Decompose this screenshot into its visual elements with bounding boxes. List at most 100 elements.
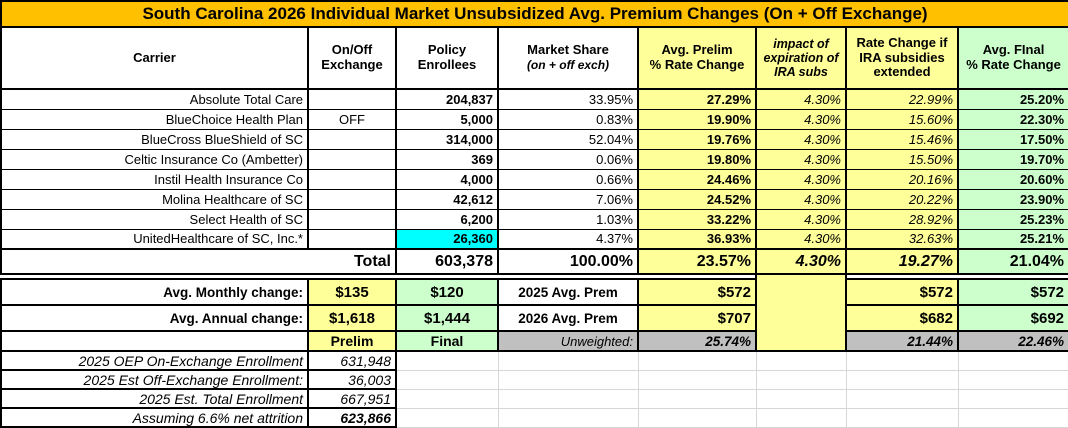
enrollees-cell: 204,837 xyxy=(395,88,499,110)
avg-annual-change-row: Avg. Annual change: $1,618 $1,444 2026 A… xyxy=(0,304,1068,332)
market-share-cell: 0.83% xyxy=(497,108,639,130)
carrier-cell: BlueChoice Health Plan xyxy=(0,108,309,130)
prem-2026-label: 2026 Avg. Prem xyxy=(497,304,639,332)
carrier-cell: BlueCross BlueShield of SC xyxy=(0,128,309,150)
page-title: South Carolina 2026 Individual Market Un… xyxy=(0,0,1068,28)
market-share-cell: 1.03% xyxy=(497,208,639,230)
rate-if-extended-cell: 15.46% xyxy=(845,128,959,150)
ira-impact-cell: 4.30% xyxy=(755,108,847,130)
carrier-cell: Instil Health Insurance Co xyxy=(0,168,309,190)
prem-2025-final: $572 xyxy=(956,278,1068,306)
ira-impact-cell: 4.30% xyxy=(755,208,847,230)
enrollees-cell: 4,000 xyxy=(395,168,499,190)
annual-final-amount: $1,444 xyxy=(395,304,499,332)
prelim-change-cell: 24.46% xyxy=(637,168,757,190)
empty-cell xyxy=(0,330,309,352)
final-change-cell: 25.20% xyxy=(956,88,1068,110)
carrier-cell: Celtic Insurance Co (Ambetter) xyxy=(0,148,309,170)
ira-impact-cell: 4.30% xyxy=(755,128,847,150)
empty-grid-cell xyxy=(637,407,757,428)
carrier-cell: UnitedHealthcare of SC, Inc.* xyxy=(0,228,309,250)
prelim-change-cell: 19.76% xyxy=(637,128,757,150)
rate-if-extended-cell: 20.22% xyxy=(845,188,959,210)
exchange-cell xyxy=(307,148,397,170)
carrier-cell: Molina Healthcare of SC xyxy=(0,188,309,210)
enrollees-cell: 5,000 xyxy=(395,108,499,130)
final-change-cell: 20.60% xyxy=(956,168,1068,190)
empty-grid-cell xyxy=(755,369,847,390)
prem-2025-prelim: $572 xyxy=(637,278,757,306)
rate-if-extended-cell: 32.63% xyxy=(845,228,959,250)
rate-if-extended-cell: 20.16% xyxy=(845,168,959,190)
prelim-header-line2: % Rate Change xyxy=(649,57,745,72)
prelim-change-cell: 27.29% xyxy=(637,88,757,110)
table-row: BlueChoice Health Plan OFF 5,000 0.83% 1… xyxy=(0,108,1068,130)
annual-change-label: Avg. Annual change: xyxy=(0,304,309,332)
total-rate-if-extended: 19.27% xyxy=(845,248,959,275)
empty-grid-cell xyxy=(395,350,499,371)
total-market-share: 100.00% xyxy=(497,248,639,275)
prelim-header-line1: Avg. Prelim xyxy=(661,42,733,58)
empty-grid-cell xyxy=(845,369,959,390)
empty-grid-cell xyxy=(497,369,639,390)
rate-if-extended-cell: 28.92% xyxy=(845,208,959,230)
empty-grid-cell xyxy=(957,407,1068,428)
exchange-cell: OFF xyxy=(307,108,397,130)
table-row: Celtic Insurance Co (Ambetter) 369 0.06%… xyxy=(0,148,1068,170)
enrollment-label: 2025 OEP On-Exchange Enrollment xyxy=(0,350,309,371)
col-header-ira-impact: impact of expiration of IRA subs xyxy=(755,26,847,90)
final-change-cell: 22.30% xyxy=(956,108,1068,130)
market-share-cell: 0.06% xyxy=(497,148,639,170)
market-share-cell: 33.95% xyxy=(497,88,639,110)
ira-impact-cell: 4.30% xyxy=(755,148,847,170)
empty-grid-cell xyxy=(845,388,959,409)
empty-grid-cell xyxy=(755,350,847,371)
table-row: UnitedHealthcare of SC, Inc.* 26,360 4.3… xyxy=(0,228,1068,250)
empty-grid-cell xyxy=(845,350,959,371)
market-share-label: Market Share xyxy=(527,42,609,58)
empty-grid-cell xyxy=(497,388,639,409)
empty-grid-cell xyxy=(755,388,847,409)
enrollment-value: 667,951 xyxy=(307,388,397,409)
unweighted-extended-pct: 21.44% xyxy=(845,330,959,352)
total-prelim-change: 23.57% xyxy=(637,248,757,275)
carrier-cell: Select Health of SC xyxy=(0,208,309,230)
spacer-row xyxy=(1,274,1068,352)
enrollment-row: 2025 OEP On-Exchange Enrollment 631,948 xyxy=(0,350,1068,371)
empty-grid-cell xyxy=(845,407,959,428)
avg-monthly-change-row: Avg. Monthly change: $135 $120 2025 Avg.… xyxy=(0,278,1068,306)
table-row: BlueCross BlueShield of SC 314,000 52.04… xyxy=(0,128,1068,150)
table-row: Instil Health Insurance Co 4,000 0.66% 2… xyxy=(0,168,1068,190)
empty-grid-cell xyxy=(395,407,499,428)
ira-impact-cell: 4.30% xyxy=(755,88,847,110)
final-change-cell: 25.21% xyxy=(956,228,1068,250)
exchange-cell xyxy=(307,208,397,230)
enrollees-cell-highlighted: 26,360 xyxy=(395,228,499,250)
ira-impact-cell: 4.30% xyxy=(755,188,847,210)
total-final-change: 21.04% xyxy=(956,248,1068,275)
rate-if-extended-cell: 22.99% xyxy=(845,88,959,110)
prelim-change-cell: 24.52% xyxy=(637,188,757,210)
col-header-exchange: On/Off Exchange xyxy=(307,26,397,90)
empty-grid-cell xyxy=(497,350,639,371)
market-share-cell: 52.04% xyxy=(497,128,639,150)
col-header-market-share: Market Share (on + off exch) xyxy=(497,26,639,90)
table-row: Molina Healthcare of SC 42,612 7.06% 24.… xyxy=(0,188,1068,210)
enrollment-label: 2025 Est Off-Exchange Enrollment: xyxy=(0,369,309,390)
prem-2026-final: $692 xyxy=(956,304,1068,332)
prelim-column-label: Prelim xyxy=(307,330,397,352)
prem-2026-prelim: $707 xyxy=(637,304,757,332)
market-share-cell: 4.37% xyxy=(497,228,639,250)
unweighted-label: Unweighted: xyxy=(497,330,639,352)
empty-grid-cell xyxy=(637,369,757,390)
total-row: Total 603,378 100.00% 23.57% 4.30% 19.27… xyxy=(0,248,1068,275)
ira-impact-cell: 4.30% xyxy=(755,168,847,190)
enrollees-cell: 314,000 xyxy=(395,128,499,150)
enrollment-label: 2025 Est. Total Enrollment xyxy=(0,388,309,409)
ira-impact-merged-cell xyxy=(755,274,847,352)
empty-grid-cell xyxy=(957,369,1068,390)
exchange-cell xyxy=(307,88,397,110)
rate-if-extended-cell: 15.60% xyxy=(845,108,959,130)
monthly-prelim-amount: $135 xyxy=(307,278,397,306)
